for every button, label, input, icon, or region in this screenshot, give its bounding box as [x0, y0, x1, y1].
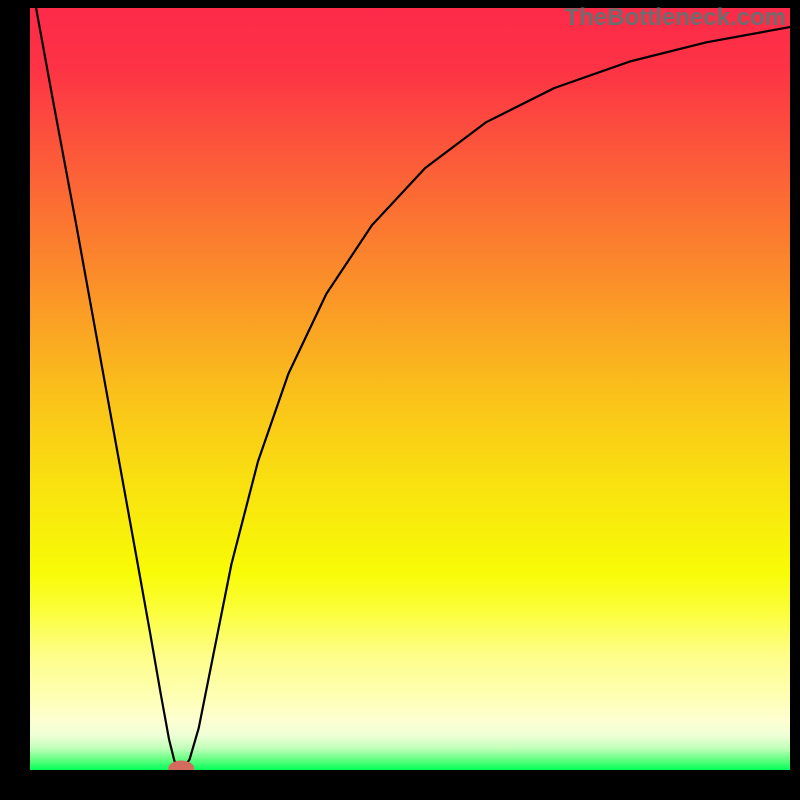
curve-layer — [30, 8, 790, 770]
plot-area — [30, 8, 790, 770]
chart-container: TheBottleneck.com — [0, 0, 800, 800]
watermark-text: TheBottleneck.com — [565, 4, 786, 32]
bottleneck-curve — [36, 8, 790, 767]
optimal-marker — [168, 760, 194, 770]
